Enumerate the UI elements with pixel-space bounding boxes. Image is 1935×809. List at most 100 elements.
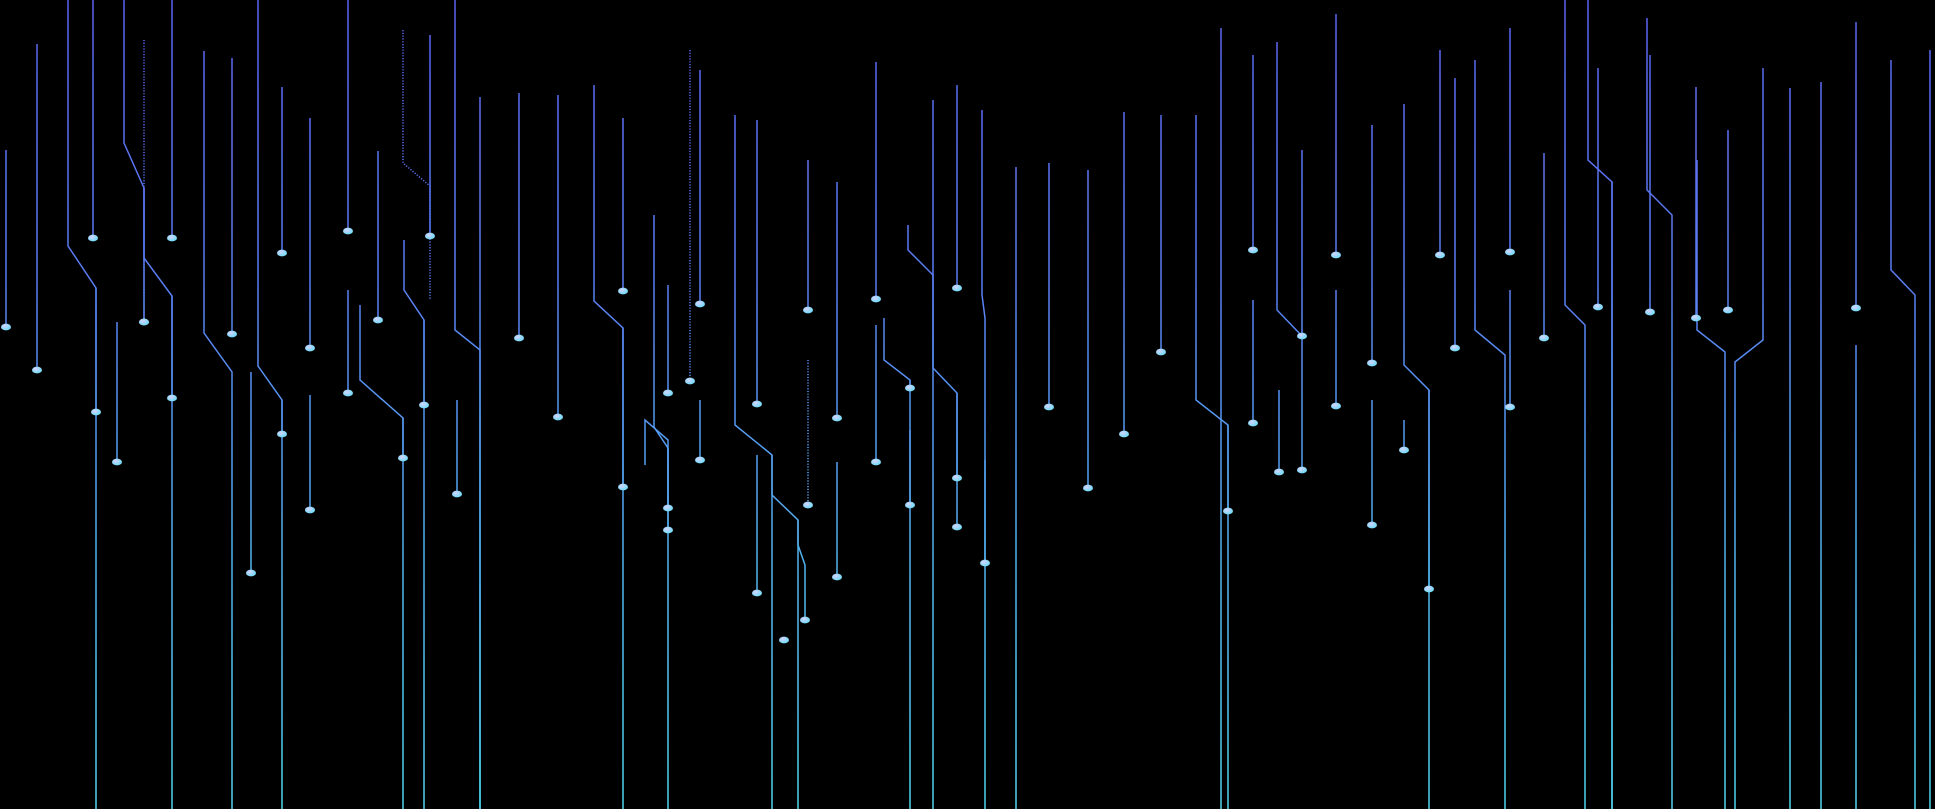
trace-endpoint-dot (1083, 484, 1093, 492)
trace-endpoint-dot (398, 454, 408, 462)
trace-endpoint-dot (618, 287, 628, 295)
trace-line (1403, 104, 1430, 809)
trace-line (653, 215, 669, 809)
trace-line (1734, 68, 1764, 809)
trace-endpoint-dot (1297, 332, 1307, 340)
trace-endpoint-dot (1367, 521, 1377, 529)
trace-line (1646, 18, 1673, 809)
trace-endpoint-dot (32, 366, 42, 374)
trace-endpoint-dot (1274, 468, 1284, 476)
trace-endpoint-dot (1851, 304, 1861, 312)
trace-endpoint-dot (752, 400, 762, 408)
trace-line (203, 51, 233, 809)
dot-layer (1, 227, 1861, 644)
trace-endpoint-dot (373, 316, 383, 324)
trace-endpoint-dot (277, 249, 287, 257)
trace-endpoint-dot (1399, 446, 1409, 454)
trace-endpoint-dot (800, 616, 810, 624)
trace-endpoint-dot (452, 490, 462, 498)
trace-endpoint-dot (685, 377, 695, 385)
trace-line (1474, 60, 1506, 809)
trace-endpoint-dot (663, 526, 673, 534)
trace-endpoint-dot (514, 334, 524, 342)
trace-line (257, 0, 283, 809)
trace-line (1564, 0, 1586, 809)
trace-endpoint-dot (425, 232, 435, 240)
trace-line (143, 188, 173, 809)
trace-line (907, 225, 934, 809)
trace-endpoint-dot (803, 306, 813, 314)
trace-endpoint-dot (695, 456, 705, 464)
trace-endpoint-dot (832, 573, 842, 581)
trace-endpoint-dot (1593, 303, 1603, 311)
trace-endpoint-dot (1248, 419, 1258, 427)
trace-line (67, 0, 97, 809)
trace-endpoint-dot (1331, 251, 1341, 259)
trace-line (359, 305, 404, 809)
trace-endpoint-dot (905, 384, 915, 392)
trace-endpoint-dot (419, 401, 429, 409)
trace-line (771, 455, 799, 809)
trace-endpoint-dot (779, 636, 789, 644)
trace-endpoint-dot (91, 408, 101, 416)
trace-endpoint-dot (832, 414, 842, 422)
trace-endpoint-dot (952, 474, 962, 482)
trace-endpoint-dot (1248, 246, 1258, 254)
trace-endpoint-dot (227, 330, 237, 338)
trace-endpoint-dot (112, 458, 122, 466)
trace-endpoint-dot (167, 394, 177, 402)
trace-endpoint-dot (1435, 251, 1445, 259)
trace-endpoint-dot (277, 430, 287, 438)
trace-endpoint-dot (1119, 430, 1129, 438)
trace-endpoint-dot (343, 389, 353, 397)
trace-endpoint-dot (305, 506, 315, 514)
trace-line (1276, 42, 1303, 470)
trace-endpoint-dot (871, 458, 881, 466)
trace-endpoint-dot (952, 523, 962, 531)
trace-endpoint-dot (1723, 306, 1733, 314)
trace-line (593, 85, 624, 809)
trace-endpoint-dot (618, 483, 628, 491)
trace-endpoint-dot (167, 234, 177, 242)
trace-endpoint-dot (1424, 585, 1434, 593)
trace-endpoint-dot (1044, 403, 1054, 411)
trace-endpoint-dot (1, 323, 11, 331)
trace-endpoint-dot (1691, 314, 1701, 322)
trace-endpoint-dot (305, 344, 315, 352)
trace-endpoint-dot (871, 295, 881, 303)
trace-endpoint-dot (803, 501, 813, 509)
trace-endpoint-dot (905, 501, 915, 509)
trace-endpoint-dot (1450, 344, 1460, 352)
trace-endpoint-dot (1367, 359, 1377, 367)
trace-endpoint-dot (1505, 248, 1515, 256)
trace-endpoint-dot (1645, 308, 1655, 316)
trace-line (734, 115, 773, 809)
trace-endpoint-dot (1539, 334, 1549, 342)
trace-line (797, 520, 806, 620)
trace-line (883, 318, 911, 809)
trace-endpoint-dot (88, 234, 98, 242)
wire-layer (5, 0, 1931, 809)
trace-line (1696, 160, 1726, 809)
trace-endpoint-dot (246, 569, 256, 577)
trace-endpoint-dot (553, 413, 563, 421)
trace-endpoint-dot (139, 318, 149, 326)
trace-endpoint-dot (663, 389, 673, 397)
trace-endpoint-dot (695, 300, 705, 308)
trace-line (1195, 115, 1229, 809)
trace-line (1890, 60, 1916, 809)
trace-line (403, 240, 425, 809)
trace-endpoint-dot (952, 284, 962, 292)
trace-endpoint-dot (1156, 348, 1166, 356)
trace-endpoint-dot (1297, 466, 1307, 474)
trace-endpoint-dot (343, 227, 353, 235)
trace-endpoint-dot (1505, 403, 1515, 411)
trace-endpoint-dot (752, 589, 762, 597)
trace-endpoint-dot (1223, 507, 1233, 515)
trace-endpoint-dot (980, 559, 990, 567)
trace-endpoint-dot (1331, 402, 1341, 410)
trace-endpoint-dot (663, 504, 673, 512)
